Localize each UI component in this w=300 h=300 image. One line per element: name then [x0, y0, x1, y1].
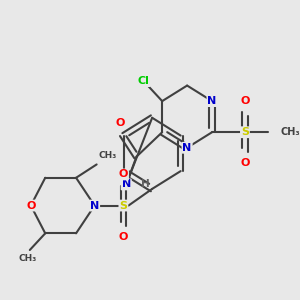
Text: N: N [182, 143, 192, 153]
Text: S: S [119, 201, 128, 211]
Text: CH₃: CH₃ [281, 127, 300, 137]
Text: CH₃: CH₃ [99, 151, 117, 160]
Text: CH₃: CH₃ [19, 254, 37, 263]
Text: O: O [119, 232, 128, 242]
Text: N: N [122, 179, 131, 189]
Text: Cl: Cl [138, 76, 150, 86]
Text: O: O [115, 118, 125, 128]
Text: O: O [119, 169, 128, 179]
Text: N: N [207, 96, 217, 106]
Text: N: N [90, 201, 99, 211]
Text: S: S [241, 127, 249, 137]
Text: O: O [240, 96, 250, 106]
Text: H: H [141, 179, 149, 189]
Text: O: O [26, 201, 35, 211]
Text: O: O [240, 158, 250, 168]
